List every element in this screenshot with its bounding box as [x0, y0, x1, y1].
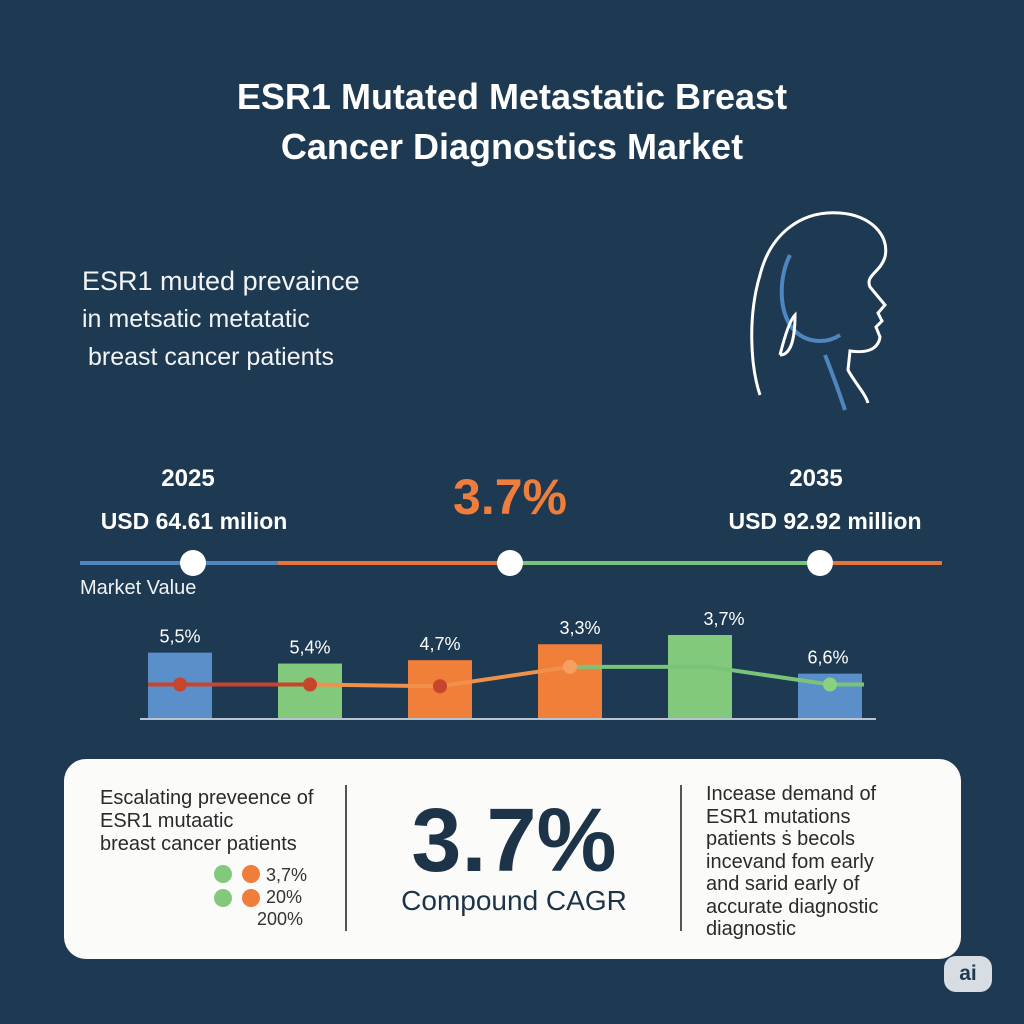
start-year: 2025: [161, 465, 215, 492]
bar-label: 5,5%: [159, 627, 200, 647]
divider: [680, 785, 682, 931]
cagr-label: Compound CAGR: [401, 885, 627, 916]
timeline-segment-orange-end: [820, 561, 942, 565]
line-segment: [709, 664, 831, 687]
line-segment: [439, 664, 571, 689]
timeline-segment-orange: [278, 561, 510, 565]
divider: [345, 785, 347, 931]
legend-dot-green: [214, 889, 232, 907]
bar-label: 5,4%: [289, 638, 330, 658]
legend-dot-orange: [242, 865, 260, 883]
end-year: 2035: [789, 465, 843, 492]
line-point: [173, 677, 187, 692]
card-right-text: Incease demand of ESR1 mutations patient…: [706, 783, 879, 940]
start-value: USD 64.61 milion: [100, 508, 288, 534]
market-value-label: Market Value: [80, 577, 197, 599]
card-left-text: Escalating preveence of ESR1 mutaatic br…: [100, 787, 314, 855]
timeline-segment-green: [510, 561, 820, 565]
page-title: ESR1 Mutated Metastatic Breast Cancer Di…: [236, 76, 788, 167]
bar-label: 3,3%: [559, 618, 600, 638]
line-segment: [309, 682, 441, 689]
chart-svg: 5,5% 5,4% 4,7% 3,3% 3,7% 6,6%: [140, 609, 876, 720]
summary-card: Escalating preveence of ESR1 mutaatic br…: [64, 759, 961, 959]
bar: [668, 635, 732, 719]
bar-label: 6,6%: [807, 648, 848, 668]
head-profile-icon: [750, 211, 888, 411]
bar-label: 3,7%: [703, 609, 744, 629]
legend-label: 3,7%: [266, 865, 308, 885]
legend-dot-green: [214, 865, 232, 883]
bar-chart: 5,5% 5,4% 4,7% 3,3% 3,7% 6,6%: [0, 600, 1024, 730]
legend-label: 200%: [257, 909, 304, 929]
line-point: [303, 677, 317, 692]
timeline-segment-blue: [80, 561, 278, 565]
line-point: [433, 679, 447, 694]
bar: [538, 644, 602, 719]
timeline-marker-2025: [180, 550, 206, 576]
end-value: USD 92.92 million: [728, 508, 922, 534]
line-point: [563, 659, 577, 674]
legend-label: 20%: [266, 887, 303, 907]
line-point: [823, 677, 837, 692]
legend-dot-orange: [242, 889, 260, 907]
ai-badge: ai: [944, 956, 992, 992]
timeline-cagr: 3.7%: [453, 469, 567, 525]
cagr-value: 3.7%: [411, 791, 617, 891]
bar-label: 4,7%: [419, 634, 460, 654]
timeline-marker-2035: [807, 550, 833, 576]
prevalence-text: ESR1 muted prevaince in metsatic metatat…: [82, 266, 360, 371]
timeline-marker-mid: [497, 550, 523, 576]
